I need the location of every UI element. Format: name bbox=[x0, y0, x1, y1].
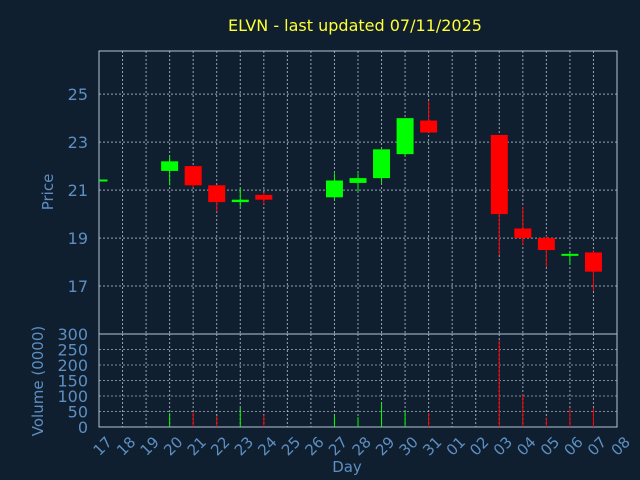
price-tick-label: 17 bbox=[68, 277, 88, 296]
candle-body bbox=[325, 180, 343, 198]
price-panel: 17 19 21 23 25 bbox=[68, 50, 618, 335]
x-tick-label: 31 bbox=[419, 433, 445, 459]
candle-body bbox=[561, 253, 579, 256]
x-tick-label: 29 bbox=[372, 433, 398, 459]
x-tick-label: 08 bbox=[608, 433, 634, 459]
x-tick-label: 18 bbox=[113, 433, 139, 459]
x-tick-label: 21 bbox=[184, 433, 210, 459]
candle-body bbox=[161, 161, 179, 171]
candle-body bbox=[396, 118, 414, 155]
x-tick-label: 20 bbox=[160, 433, 186, 459]
candle-body bbox=[184, 166, 202, 186]
candle-body bbox=[584, 252, 602, 272]
candle-body bbox=[490, 134, 508, 215]
candle-body bbox=[537, 238, 555, 251]
volume-tick-label: 300 bbox=[57, 325, 88, 344]
candle-body bbox=[349, 178, 367, 183]
x-axis-label: Day bbox=[332, 458, 362, 476]
volume-tick-label: 200 bbox=[57, 356, 88, 375]
x-tick-label: 03 bbox=[490, 433, 516, 459]
x-tick-label: 07 bbox=[584, 433, 610, 459]
x-tick-label: 17 bbox=[90, 433, 116, 459]
volume-tick-label: 100 bbox=[57, 387, 88, 406]
candle-body bbox=[373, 149, 391, 179]
candle-body bbox=[99, 179, 108, 182]
price-tick-label: 25 bbox=[68, 85, 88, 104]
chart-title: ELVN - last updated 07/11/2025 bbox=[228, 16, 482, 35]
x-tick-label: 30 bbox=[396, 433, 422, 459]
price-tick-label: 23 bbox=[68, 133, 88, 152]
x-tick-label: 01 bbox=[443, 433, 469, 459]
x-tick-label: 06 bbox=[560, 433, 586, 459]
volume-tick-label: 0 bbox=[78, 418, 88, 437]
x-tick-label: 04 bbox=[513, 433, 539, 459]
candle-body bbox=[208, 185, 226, 203]
x-tick-label: 05 bbox=[537, 433, 563, 459]
price-tick-label: 21 bbox=[68, 181, 88, 200]
x-tick-label: 27 bbox=[325, 433, 351, 459]
price-tick-label: 19 bbox=[68, 229, 88, 248]
volume-tick-label: 250 bbox=[57, 341, 88, 360]
candle-body bbox=[514, 228, 532, 239]
volume-tick-label: 150 bbox=[57, 372, 88, 391]
x-tick-label: 25 bbox=[278, 433, 304, 459]
candle-body bbox=[420, 120, 438, 133]
price-axis-label: Price bbox=[39, 174, 57, 211]
candle-body bbox=[255, 194, 273, 200]
volume-tick-label: 50 bbox=[68, 403, 88, 422]
volume-panel: 0501001502002503001718192021222324252627… bbox=[57, 325, 633, 459]
candle-body bbox=[231, 199, 249, 203]
x-tick-label: 23 bbox=[231, 433, 257, 459]
x-tick-label: 24 bbox=[254, 433, 280, 459]
volume-axis-label: Volume (0000) bbox=[29, 326, 47, 436]
x-tick-label: 28 bbox=[349, 433, 375, 459]
x-tick-label: 22 bbox=[207, 433, 233, 459]
x-tick-label: 26 bbox=[301, 433, 327, 459]
x-tick-label: 02 bbox=[466, 433, 492, 459]
x-tick-label: 19 bbox=[137, 433, 163, 459]
